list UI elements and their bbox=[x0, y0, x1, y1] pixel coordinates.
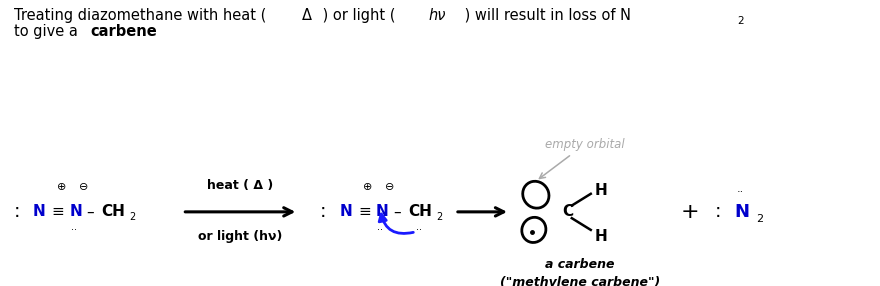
Text: N: N bbox=[339, 204, 352, 219]
Text: to give a: to give a bbox=[14, 24, 82, 39]
Text: CH: CH bbox=[408, 204, 432, 219]
Text: +: + bbox=[680, 202, 699, 222]
Text: ..: .. bbox=[737, 184, 744, 194]
Text: or light (hν): or light (hν) bbox=[198, 230, 282, 243]
Text: hν: hν bbox=[428, 8, 445, 23]
Text: H: H bbox=[595, 183, 607, 198]
Text: 2: 2 bbox=[436, 212, 443, 222]
Text: N: N bbox=[33, 204, 46, 219]
Text: 2: 2 bbox=[129, 212, 136, 222]
Text: ⊕: ⊕ bbox=[363, 182, 373, 192]
Text: Δ: Δ bbox=[302, 8, 312, 23]
Text: –: – bbox=[86, 204, 94, 219]
Text: carbene: carbene bbox=[90, 24, 157, 39]
Text: a carbene: a carbene bbox=[545, 258, 614, 271]
Text: H: H bbox=[595, 229, 607, 244]
Text: ≡: ≡ bbox=[358, 204, 370, 219]
Text: C: C bbox=[561, 204, 573, 219]
Text: ..: .. bbox=[378, 222, 383, 232]
Text: N: N bbox=[70, 204, 83, 219]
Text: heat ( Δ ): heat ( Δ ) bbox=[207, 179, 274, 192]
Text: empty orbital: empty orbital bbox=[545, 138, 625, 151]
Text: ..: .. bbox=[70, 222, 77, 232]
Text: 2: 2 bbox=[737, 17, 744, 26]
Text: –: – bbox=[393, 204, 400, 219]
FancyArrowPatch shape bbox=[379, 214, 414, 233]
Text: 2: 2 bbox=[757, 214, 764, 224]
Text: :: : bbox=[14, 202, 20, 221]
Text: Treating diazomethane with heat (: Treating diazomethane with heat ( bbox=[14, 8, 271, 23]
Text: ..: .. bbox=[416, 222, 422, 232]
Text: :: : bbox=[715, 202, 721, 221]
Text: N: N bbox=[735, 203, 750, 221]
Text: ⊖: ⊖ bbox=[385, 182, 395, 192]
Text: ) or light (: ) or light ( bbox=[319, 8, 400, 23]
Text: CH: CH bbox=[101, 204, 126, 219]
Text: ⊕: ⊕ bbox=[57, 182, 66, 192]
Text: ) will result in loss of N: ) will result in loss of N bbox=[460, 8, 631, 23]
Text: :: : bbox=[320, 202, 326, 221]
Text: ≡: ≡ bbox=[52, 204, 64, 219]
Text: ⊖: ⊖ bbox=[79, 182, 88, 192]
Text: N: N bbox=[376, 204, 389, 219]
Text: ("methylene carbene"): ("methylene carbene") bbox=[500, 276, 660, 286]
